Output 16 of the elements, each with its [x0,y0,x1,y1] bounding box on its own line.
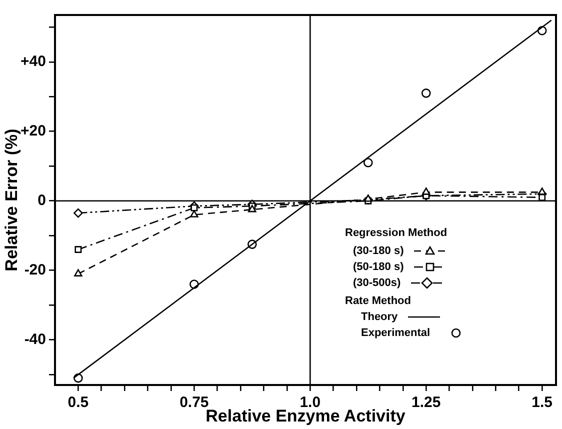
y-tick-label: +40 [20,53,46,70]
legend-label: (50-180 s) [352,260,404,275]
legend-label: (30-180 s) [352,244,404,259]
y-tick-label: -40 [24,330,46,348]
legend-label: (30-500s) [352,276,401,291]
legend-label: Theory [360,310,398,325]
legend-title: Regression Method [345,226,448,241]
legend-label: Experimental [360,326,430,341]
x-tick-label: 1.5 [532,394,553,412]
x-tick-label: 0.5 [68,394,89,412]
y-tick-label: -20 [24,261,46,278]
x-tick-label: 1.25 [412,394,441,412]
y-axis-title: Relative Error (%) [2,128,21,272]
y-tick-label: +20 [20,122,46,140]
annotation: Rate Method [345,294,412,309]
y-tick-label: 0 [38,192,46,210]
